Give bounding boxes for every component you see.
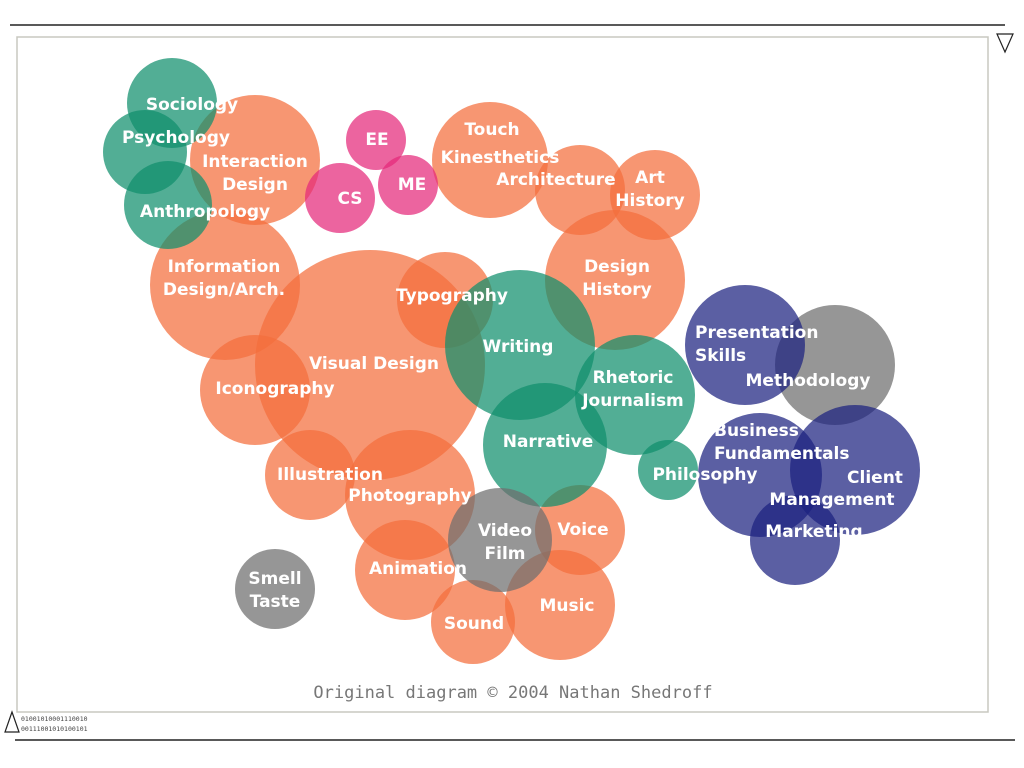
bubble bbox=[150, 210, 300, 360]
node-label: Narrative bbox=[503, 432, 594, 452]
bubble bbox=[190, 95, 320, 225]
node-label: Client bbox=[847, 468, 903, 488]
node-label: Iconography bbox=[215, 379, 334, 399]
node-label: Marketing bbox=[765, 522, 862, 542]
bubble bbox=[445, 270, 595, 420]
bubble bbox=[235, 549, 315, 629]
node-label: Philosophy bbox=[652, 465, 757, 485]
caption: Original diagram © 2004 Nathan Shedroff bbox=[313, 683, 712, 703]
bubble bbox=[378, 155, 438, 215]
node-label: Touch bbox=[464, 120, 519, 140]
binary: 01001010001110010 bbox=[21, 715, 88, 723]
node-label: Rhetoric bbox=[593, 368, 674, 388]
node-label: Typography bbox=[396, 286, 508, 306]
bubble bbox=[638, 440, 698, 500]
bubble bbox=[265, 430, 355, 520]
bubble bbox=[750, 495, 840, 585]
node-label: History bbox=[615, 191, 684, 211]
circles bbox=[103, 58, 920, 664]
bubble bbox=[575, 335, 695, 455]
bubble bbox=[200, 335, 310, 445]
node-label: Skills bbox=[695, 346, 746, 366]
bubble bbox=[431, 580, 515, 664]
bubble bbox=[432, 102, 548, 218]
binary: 00111001010100101 bbox=[21, 725, 88, 733]
node-label: Writing bbox=[483, 337, 554, 357]
node-label: History bbox=[582, 280, 651, 300]
bubble bbox=[346, 110, 406, 170]
node-label: Design bbox=[222, 175, 288, 195]
node-label: Music bbox=[539, 596, 594, 616]
arrow-down bbox=[996, 33, 1014, 54]
node-label: Video bbox=[478, 521, 532, 541]
node-label: Interaction bbox=[202, 152, 308, 172]
node-label: Taste bbox=[250, 592, 301, 612]
bubble bbox=[775, 305, 895, 425]
node-label: Fundamentals bbox=[714, 444, 850, 464]
bubble bbox=[448, 488, 552, 592]
node-label: Film bbox=[485, 544, 526, 564]
node-label: Journalism bbox=[581, 391, 684, 411]
node-label: Smell bbox=[248, 569, 301, 589]
node-label: Animation bbox=[369, 559, 467, 579]
node-label: Information bbox=[168, 257, 281, 277]
arrow-up bbox=[4, 710, 20, 733]
bubble bbox=[790, 405, 920, 535]
bubble bbox=[483, 383, 607, 507]
node-label: Anthropology bbox=[140, 202, 270, 222]
node-label: Sociology bbox=[146, 95, 238, 115]
labels: Sociology Psychology Interaction Design Anth… bbox=[122, 95, 903, 634]
bubble bbox=[345, 430, 475, 560]
node-label: Photography bbox=[348, 486, 471, 506]
node-label: Kinesthetics bbox=[441, 148, 560, 168]
node-label: Management bbox=[769, 490, 894, 510]
node-label: Business bbox=[714, 421, 799, 441]
node-label: Psychology bbox=[122, 128, 230, 148]
bubble bbox=[685, 285, 805, 405]
node-label: Design bbox=[584, 257, 650, 277]
node-label: CS bbox=[337, 189, 362, 209]
node-label: ME bbox=[398, 175, 427, 195]
node-label: Illustration bbox=[277, 465, 383, 485]
bubble bbox=[124, 161, 212, 249]
node-label: Architecture bbox=[496, 170, 615, 190]
node-label: Voice bbox=[557, 520, 608, 540]
node-label: Presentation bbox=[695, 323, 818, 343]
node-label: EE bbox=[365, 130, 388, 150]
bubble bbox=[305, 163, 375, 233]
node-label: Art bbox=[635, 168, 665, 188]
node-label: Visual Design bbox=[309, 354, 439, 374]
bubble bbox=[355, 520, 455, 620]
node-label: Methodology bbox=[746, 371, 871, 391]
node-label: Sound bbox=[444, 614, 504, 634]
node-label: Design/Arch. bbox=[163, 280, 285, 300]
